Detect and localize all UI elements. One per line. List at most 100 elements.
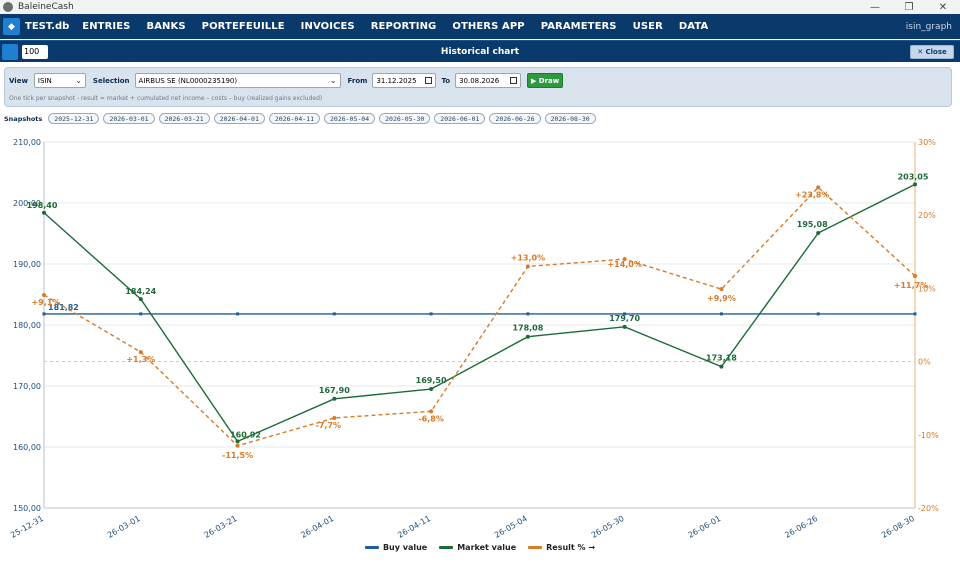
legend-item-result[interactable]: Result % → <box>528 543 595 552</box>
x-tick-label: 26-04-01 <box>299 514 335 540</box>
snapshot-chip[interactable]: 2025-12-31 <box>48 113 100 124</box>
snapshot-chip[interactable]: 2026-04-01 <box>213 113 265 124</box>
data-point-result-percent <box>332 415 337 420</box>
from-label: From <box>347 76 368 85</box>
historical-chart: 150,00 160,00 170,00 180,00 190,00 200,00 210,… <box>0 130 960 564</box>
menu-others-app[interactable]: OTHERS APP <box>452 21 525 32</box>
y-right-tick-label: 20% <box>918 211 936 220</box>
draw-button[interactable]: ▶ Draw <box>527 73 564 88</box>
data-point-buy-value <box>623 312 627 316</box>
legend-swatch-market <box>439 546 454 549</box>
to-date-value: 30.08.2026 <box>459 76 500 85</box>
menu-reporting[interactable]: REPORTING <box>370 21 437 32</box>
data-label-market-value: 178,08 <box>512 324 543 333</box>
menu-entries[interactable]: ENTRIES <box>82 21 131 32</box>
legend-label: Result % → <box>546 543 596 552</box>
data-point-buy-value <box>139 312 143 316</box>
menu-banks[interactable]: BANKS <box>146 21 186 32</box>
data-point-result-percent <box>816 185 821 190</box>
calendar-icon[interactable] <box>425 77 433 84</box>
menu-portefeuille[interactable]: PORTEFEUILLE <box>201 21 285 32</box>
x-tick-label: 26-04-11 <box>396 514 432 540</box>
y-right-tick-label: -20% <box>918 504 939 513</box>
x-tick-label: 25-12-31 <box>9 514 45 540</box>
window-close-icon[interactable]: ✕ <box>938 1 948 13</box>
data-label-result-percent: +1,3% <box>126 355 155 364</box>
snapshot-chip[interactable]: 2026-06-26 <box>489 113 541 124</box>
data-label-result-percent: +9,9% <box>707 294 736 303</box>
x-tick-label: 26-05-30 <box>590 514 626 540</box>
x-tick-label: 26-08-30 <box>880 514 916 540</box>
data-label-market-value: 198,40 <box>27 201 58 210</box>
from-date-input[interactable]: 31.12.2025 <box>372 73 437 88</box>
y-left-tick-label: 190,00 <box>13 260 41 269</box>
x-tick-label: 26-06-01 <box>686 514 722 540</box>
y-left-tick-label: 180,00 <box>13 321 41 330</box>
selection-select[interactable]: AIRBUS SE (NL0000235190) ⌄ <box>134 73 341 88</box>
data-label-market-value: 173,18 <box>706 354 737 363</box>
minimize-icon[interactable]: — <box>870 1 880 13</box>
data-label-result-percent: +14,0% <box>607 260 641 269</box>
maximize-icon[interactable]: ❐ <box>904 1 914 13</box>
menu-user[interactable]: USER <box>632 21 663 32</box>
zoom-stepper[interactable]: 100 <box>22 44 48 59</box>
selection-select-value: AIRBUS SE (NL0000235190) <box>138 76 238 85</box>
close-button[interactable]: ✕ Close <box>910 45 954 59</box>
app-icon <box>3 2 13 12</box>
snapshots-row: Snapshots 2025-12-31 2026-03-01 2026-03-… <box>4 112 600 125</box>
data-point-market-value <box>42 210 46 215</box>
data-label-market-value: 167,90 <box>319 386 350 395</box>
chart-legend: Buy value Market value Result % → <box>0 543 960 552</box>
data-label-result-percent: +23,8% <box>795 190 829 199</box>
y-left-tick-label: 210,00 <box>13 138 41 147</box>
selection-label: Selection <box>92 76 130 85</box>
zoom-value: 100 <box>24 47 40 56</box>
menu-parameters[interactable]: PARAMETERS <box>540 21 617 32</box>
menu-data[interactable]: DATA <box>678 21 709 32</box>
data-point-market-value <box>429 387 434 392</box>
snapshot-chip[interactable]: 2026-06-01 <box>434 113 486 124</box>
snapshot-chip[interactable]: 2026-03-01 <box>103 113 155 124</box>
data-point-result-percent <box>525 264 530 269</box>
view-select[interactable]: ISIN ⌄ <box>33 73 86 88</box>
database-name[interactable]: TEST.db <box>25 21 70 32</box>
data-label-market-value: 179,70 <box>609 314 640 323</box>
snapshot-chip[interactable]: 2026-04-11 <box>268 113 320 124</box>
data-label-market-value: 169,50 <box>416 376 447 385</box>
data-point-result-percent <box>235 443 240 448</box>
menu-invoices[interactable]: INVOICES <box>300 21 355 32</box>
series-line-result-percent <box>43 186 916 447</box>
data-point-market-value <box>719 364 724 369</box>
y-right-tick-label: 30% <box>918 138 936 147</box>
data-point-buy-value <box>332 312 336 316</box>
legend-label: Market value <box>457 543 517 552</box>
data-point-buy-value <box>913 312 917 316</box>
from-date-value: 31.12.2025 <box>376 76 417 85</box>
data-label-buy-value: 181,82 <box>48 303 79 312</box>
snapshot-chip[interactable]: 2026-08-30 <box>544 113 596 124</box>
data-label-market-value: 160,92 <box>230 430 261 439</box>
data-point-market-value <box>525 334 530 339</box>
page-header: 100 Historical chart ✕ Close <box>0 40 960 62</box>
main-menu: ◆ TEST.db ENTRIES BANKS PORTEFEUILLE INV… <box>0 14 960 39</box>
data-point-market-value <box>332 396 337 401</box>
data-point-result-percent <box>138 350 143 355</box>
to-date-input[interactable]: 30.08.2026 <box>455 73 522 88</box>
data-point-buy-value <box>816 312 820 316</box>
y-right-tick-label: 0% <box>918 358 931 367</box>
y-left-tick-label: 160,00 <box>13 443 41 452</box>
data-label-result-percent: -11,5% <box>222 451 253 460</box>
data-point-market-value <box>622 324 627 329</box>
snapshot-chip[interactable]: 2026-05-30 <box>379 113 431 124</box>
data-point-buy-value <box>236 312 240 316</box>
legend-item-buy-value[interactable]: Buy value <box>364 543 427 552</box>
snapshot-chip[interactable]: 2026-05-04 <box>324 113 376 124</box>
page-title: Historical chart <box>440 46 520 57</box>
data-point-result-percent <box>429 409 434 414</box>
calendar-icon[interactable] <box>510 77 518 84</box>
snapshot-chip[interactable]: 2026-03-21 <box>158 113 210 124</box>
y-left-tick-label: 170,00 <box>13 382 41 391</box>
data-label-result-percent: +9,1% <box>32 298 61 307</box>
data-label-market-value: 184,24 <box>125 287 156 296</box>
legend-item-market-value[interactable]: Market value <box>439 543 516 552</box>
